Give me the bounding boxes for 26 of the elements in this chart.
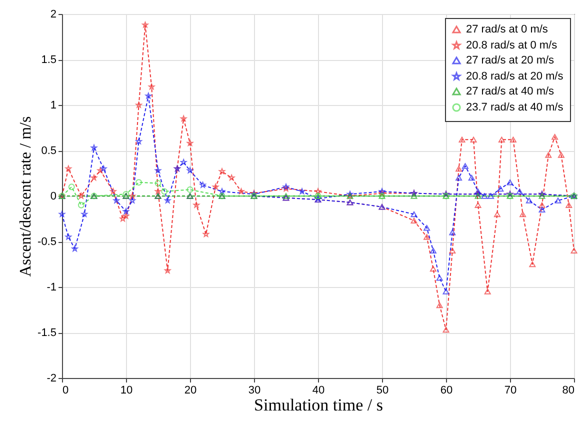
x-tick-label: 30: [248, 384, 261, 396]
legend-label: 20.8 rad/s at 0 m/s: [466, 40, 558, 52]
y-tick-label: 0: [50, 190, 56, 202]
y-axis-title: Ascent/descent rate / m/s: [18, 116, 35, 277]
x-tick-label: 60: [440, 384, 453, 396]
x-tick-label: 0: [62, 384, 69, 396]
y-tick-label: -1: [46, 282, 56, 294]
legend-label: 27 rad/s at 0 m/s: [466, 24, 548, 36]
legend-label: 27 rad/s at 40 m/s: [466, 86, 555, 98]
x-tick-label: 80: [562, 384, 574, 396]
x-tick-label: 20: [184, 384, 197, 396]
legend-label: 23.7 rad/s at 40 m/s: [466, 102, 564, 114]
y-tick-label: -0.5: [38, 236, 56, 248]
y-tick-label: 1.5: [41, 54, 56, 66]
legend-label: 20.8 rad/s at 20 m/s: [466, 70, 564, 82]
legend-label: 27 rad/s at 20 m/s: [466, 54, 555, 66]
x-tick-label: 70: [504, 384, 517, 396]
y-tick-label: -1.5: [38, 327, 56, 339]
x-axis-title: Simulation time / s: [254, 396, 383, 414]
x-tick-label: 40: [312, 384, 325, 396]
y-tick-label: -2: [46, 372, 56, 384]
y-tick-label: 1: [50, 100, 56, 112]
y-tick-label: 2: [50, 8, 56, 20]
y-tick-label: 0.5: [41, 145, 56, 157]
x-tick-label: 10: [120, 384, 133, 396]
x-tick-label: 50: [376, 384, 389, 396]
